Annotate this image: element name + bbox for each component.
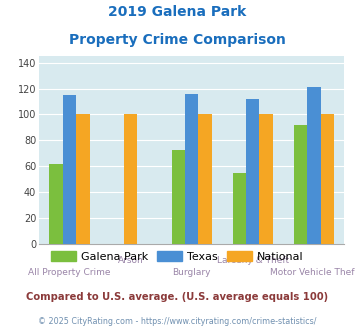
Text: Motor Vehicle Theft: Motor Vehicle Theft [270, 268, 355, 277]
Bar [233, 173, 246, 244]
Bar [246, 99, 260, 244]
Bar [63, 95, 76, 244]
Text: Arson: Arson [118, 256, 143, 265]
Bar [321, 115, 334, 244]
Bar [260, 115, 273, 244]
Text: Compared to U.S. average. (U.S. average equals 100): Compared to U.S. average. (U.S. average … [26, 292, 329, 302]
Text: Property Crime Comparison: Property Crime Comparison [69, 33, 286, 47]
Bar [307, 87, 321, 244]
Bar [76, 115, 90, 244]
Legend: Galena Park, Texas, National: Galena Park, Texas, National [47, 247, 308, 267]
Text: All Property Crime: All Property Crime [28, 268, 111, 277]
Bar [171, 149, 185, 244]
Bar [124, 115, 137, 244]
Bar [294, 125, 307, 244]
Bar [49, 164, 63, 244]
Text: © 2025 CityRating.com - https://www.cityrating.com/crime-statistics/: © 2025 CityRating.com - https://www.city… [38, 317, 317, 326]
Text: 2019 Galena Park: 2019 Galena Park [108, 5, 247, 19]
Text: Burglary: Burglary [173, 268, 211, 277]
Bar [185, 94, 198, 244]
Bar [198, 115, 212, 244]
Text: Larceny & Theft: Larceny & Theft [217, 256, 289, 265]
